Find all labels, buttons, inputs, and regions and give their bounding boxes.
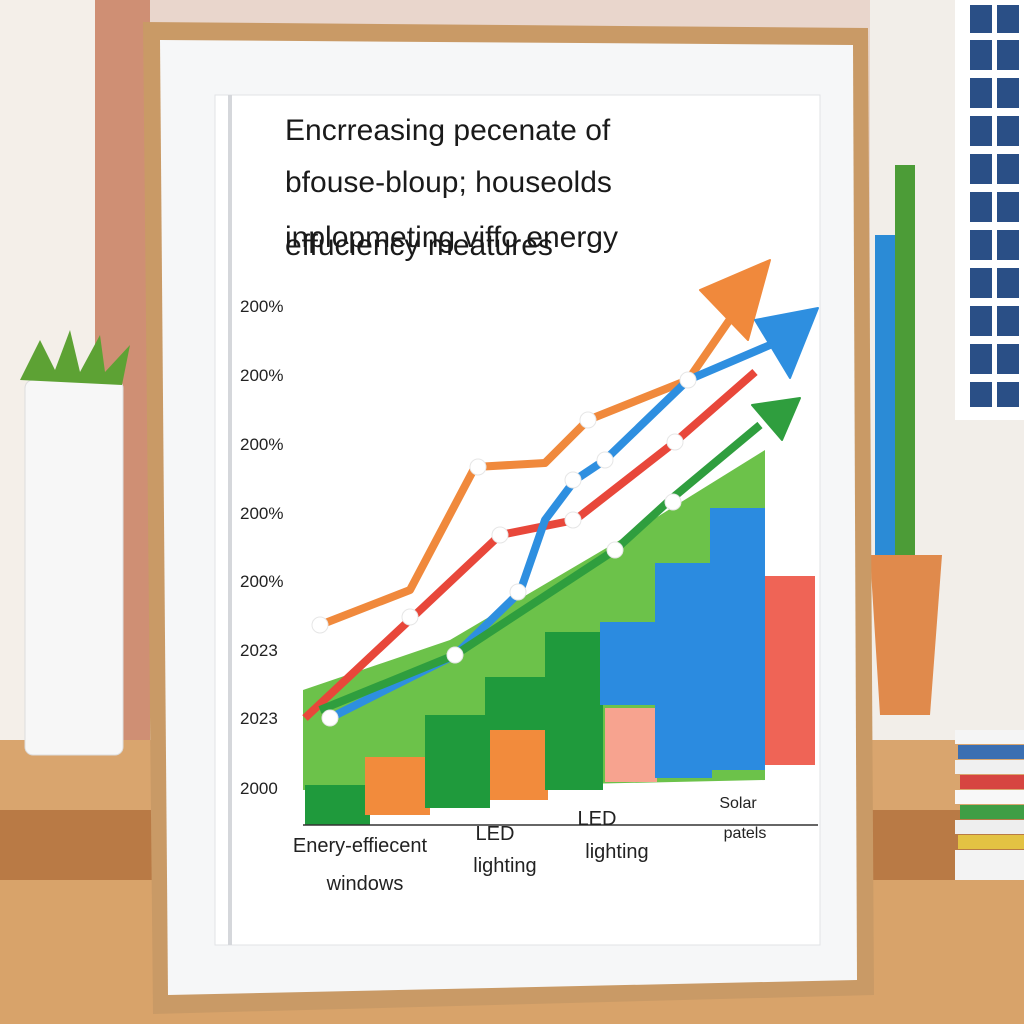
- shape: [491, 526, 509, 544]
- bar: [605, 708, 657, 782]
- bar: [425, 715, 490, 808]
- shape: [311, 616, 329, 634]
- x-axis: Enery-effiecent windows LED lighting LED…: [293, 795, 766, 895]
- shape: [606, 541, 624, 559]
- shape: [446, 646, 464, 664]
- shape: [970, 154, 992, 184]
- y-tick-label: 200%: [240, 366, 283, 385]
- bar: [710, 508, 765, 770]
- tube: [895, 165, 915, 565]
- bars: [305, 508, 815, 825]
- x-tick-label: Enery-effiecent: [293, 835, 428, 857]
- x-tick-label: Solar: [719, 795, 757, 812]
- bar: [490, 730, 548, 800]
- shape: [509, 583, 527, 601]
- arrowhead: [699, 259, 771, 341]
- chart-title: Encrreasing pecenate of bfouse-bloup; ho…: [285, 114, 618, 262]
- shape: [970, 40, 992, 70]
- shape: [664, 493, 682, 511]
- shape: [666, 433, 684, 451]
- shape: [955, 820, 1024, 834]
- bar: [365, 757, 430, 815]
- shape: [970, 230, 992, 260]
- shape: [997, 116, 1019, 146]
- shape: [970, 116, 992, 146]
- shape: [997, 40, 1019, 70]
- y-tick-label: 2023: [240, 641, 278, 660]
- vase: [24, 379, 124, 756]
- shape: [469, 458, 487, 476]
- arrowhead: [751, 397, 801, 441]
- shape: [970, 78, 992, 108]
- shape: [970, 5, 992, 33]
- y-tick-label: 200%: [240, 435, 283, 454]
- tube: [875, 235, 897, 565]
- y-tick-label: 200%: [240, 504, 283, 523]
- shape: [596, 451, 614, 469]
- markers: [311, 371, 697, 727]
- y-axis: 200% 200% 200% 200% 200% 2023 2023 2000: [240, 297, 283, 798]
- bar: [485, 677, 545, 730]
- shape: [955, 730, 1024, 744]
- y-tick-label: 200%: [240, 297, 283, 316]
- shape: [997, 230, 1019, 260]
- book-stack: [955, 730, 1024, 880]
- title-line: Encrreasing pecenate of: [285, 114, 611, 147]
- shape: [970, 344, 992, 374]
- shape: [579, 411, 597, 429]
- shape: [960, 775, 1024, 789]
- pot: [870, 555, 942, 715]
- title-line: inplopmeting viffo energy: [285, 221, 618, 254]
- shape: [997, 78, 1019, 108]
- y-tick-label: 2023: [240, 709, 278, 728]
- x-tick-label: windows: [326, 873, 404, 895]
- shape: [997, 344, 1019, 374]
- bar: [305, 785, 370, 825]
- y-tick-label: 200%: [240, 572, 283, 591]
- y-tick-label: 2000: [240, 779, 278, 798]
- arrowhead: [754, 307, 819, 379]
- shape: [955, 760, 1024, 774]
- shape: [970, 382, 992, 407]
- shape: [955, 790, 1024, 804]
- shape: [955, 850, 1024, 880]
- shape: [564, 511, 582, 529]
- shape: [997, 192, 1019, 222]
- shape: [970, 268, 992, 298]
- shape: [564, 471, 582, 489]
- bar: [600, 622, 655, 705]
- title-line: bfouse-bloup; houseolds: [285, 166, 612, 199]
- window-panes: [970, 5, 1019, 407]
- bar: [545, 632, 603, 790]
- shape: [997, 306, 1019, 336]
- x-tick-label: patels: [724, 825, 767, 842]
- x-tick-label: LED: [476, 823, 515, 845]
- shape: [321, 709, 339, 727]
- shape: [960, 805, 1024, 819]
- x-tick-label: LED: [578, 808, 617, 830]
- line: [302, 368, 758, 721]
- shape: [970, 192, 992, 222]
- shape: [401, 608, 419, 626]
- shape: [997, 268, 1019, 298]
- x-tick-label: lighting: [473, 855, 536, 877]
- x-tick-label: lighting: [585, 841, 648, 863]
- shape: [958, 835, 1024, 849]
- shape: [679, 371, 697, 389]
- bar: [655, 563, 712, 778]
- shape: [997, 154, 1019, 184]
- shape: [997, 5, 1019, 33]
- bar: [765, 576, 815, 765]
- plant: [20, 330, 130, 385]
- shape: [958, 745, 1024, 759]
- shape: [997, 382, 1019, 407]
- shape: [970, 306, 992, 336]
- title-line: effuciency meatures: [285, 229, 553, 262]
